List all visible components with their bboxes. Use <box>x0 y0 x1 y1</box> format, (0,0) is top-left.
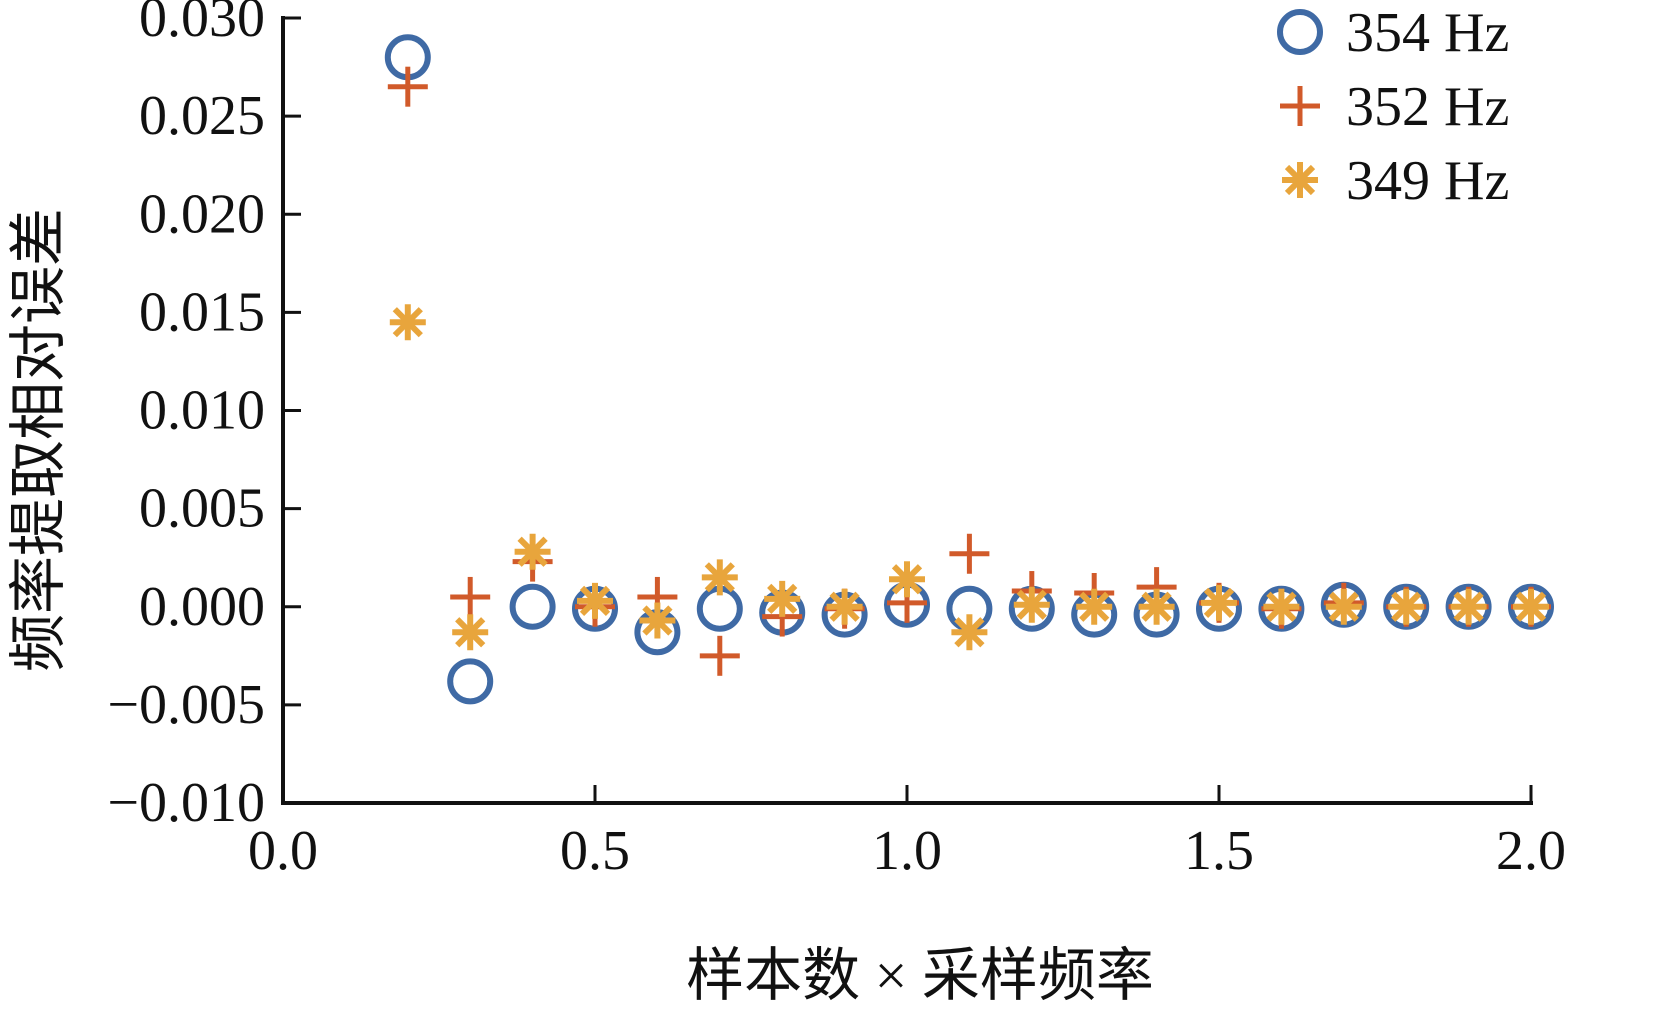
data-point <box>949 533 990 574</box>
asterisk-stroke <box>1141 591 1172 622</box>
y-tick-label: −0.010 <box>107 772 265 834</box>
data-point <box>889 561 925 598</box>
x-tick-label: 1.0 <box>872 820 942 882</box>
asterisk-stroke <box>517 536 548 567</box>
x-tick-label: 2.0 <box>1496 820 1566 882</box>
data-point <box>699 635 740 676</box>
data-point <box>450 576 491 617</box>
legend-label: 349 Hz <box>1346 150 1509 212</box>
circle-marker <box>1277 9 1323 55</box>
y-tick-label: 0.010 <box>139 380 265 442</box>
asterisk-stroke <box>1391 591 1422 622</box>
asterisk-stroke <box>642 605 673 636</box>
asterisk-stroke <box>579 585 611 616</box>
data-point <box>701 559 738 596</box>
data-point <box>509 583 556 630</box>
y-tick-label: 0.020 <box>139 183 265 245</box>
asterisk-stroke <box>954 617 985 648</box>
series-2 <box>389 304 1549 651</box>
asterisk-stroke <box>891 564 923 595</box>
legend-label: 354 Hz <box>1346 2 1509 64</box>
asterisk-stroke <box>829 591 860 622</box>
data-point <box>389 304 426 341</box>
circle-marker <box>509 583 556 630</box>
x-tick-label: 0.5 <box>560 820 630 882</box>
asterisk-stroke <box>1016 589 1047 620</box>
data-point <box>1076 588 1113 625</box>
data-point <box>1138 588 1175 625</box>
asterisk-stroke <box>1266 591 1297 622</box>
legend-label: 352 Hz <box>1346 76 1509 138</box>
data-point <box>1325 588 1362 625</box>
asterisk-stroke <box>1453 591 1484 622</box>
asterisk-stroke <box>704 562 735 593</box>
asterisk-stroke <box>1328 591 1359 622</box>
data-point <box>639 602 676 639</box>
legend: 354 Hz 352 Hz 349 Hz <box>1277 2 1509 212</box>
legend-marker <box>1280 86 1320 126</box>
y-tick-label: 0.015 <box>139 281 265 343</box>
legend-marker <box>1277 9 1323 55</box>
data-point <box>452 614 489 651</box>
legend-marker <box>1282 162 1318 198</box>
data-point <box>1388 588 1425 625</box>
data-points <box>384 34 1554 705</box>
data-point <box>1263 588 1300 625</box>
asterisk-stroke <box>767 583 798 615</box>
data-point <box>1201 584 1237 621</box>
data-point <box>764 580 801 617</box>
y-tick-label: 0.030 <box>139 0 265 49</box>
circle-marker <box>447 658 494 705</box>
x-tick-label: 0.0 <box>248 820 318 882</box>
ticks: 0.030 0.025 0.020 0.015 0.010 0.005 0.000 −0.00… <box>107 0 1566 882</box>
data-point <box>577 582 613 619</box>
x-tick-label: 1.5 <box>1184 820 1254 882</box>
data-point <box>951 614 988 651</box>
asterisk-stroke <box>1079 591 1110 622</box>
data-point <box>387 66 428 107</box>
data-point <box>1013 586 1050 623</box>
data-point <box>1513 588 1549 625</box>
data-point <box>1450 588 1487 625</box>
asterisk-stroke <box>1284 164 1316 196</box>
y-tick-label: 0.000 <box>139 576 265 638</box>
y-axis-title: 频率提取相对误差 <box>6 208 71 672</box>
y-tick-label: 0.005 <box>139 478 265 540</box>
y-tick-label: 0.025 <box>139 85 265 147</box>
asterisk-stroke <box>455 617 486 648</box>
asterisk-stroke <box>392 307 423 338</box>
y-tick-label: −0.005 <box>107 674 265 736</box>
data-point <box>826 588 863 625</box>
asterisk-stroke <box>1203 587 1235 618</box>
data-point <box>514 533 551 570</box>
x-axis-title: 样本数 × 采样频率 <box>686 943 1154 1008</box>
asterisk-stroke <box>1515 591 1547 622</box>
data-point <box>447 658 494 705</box>
